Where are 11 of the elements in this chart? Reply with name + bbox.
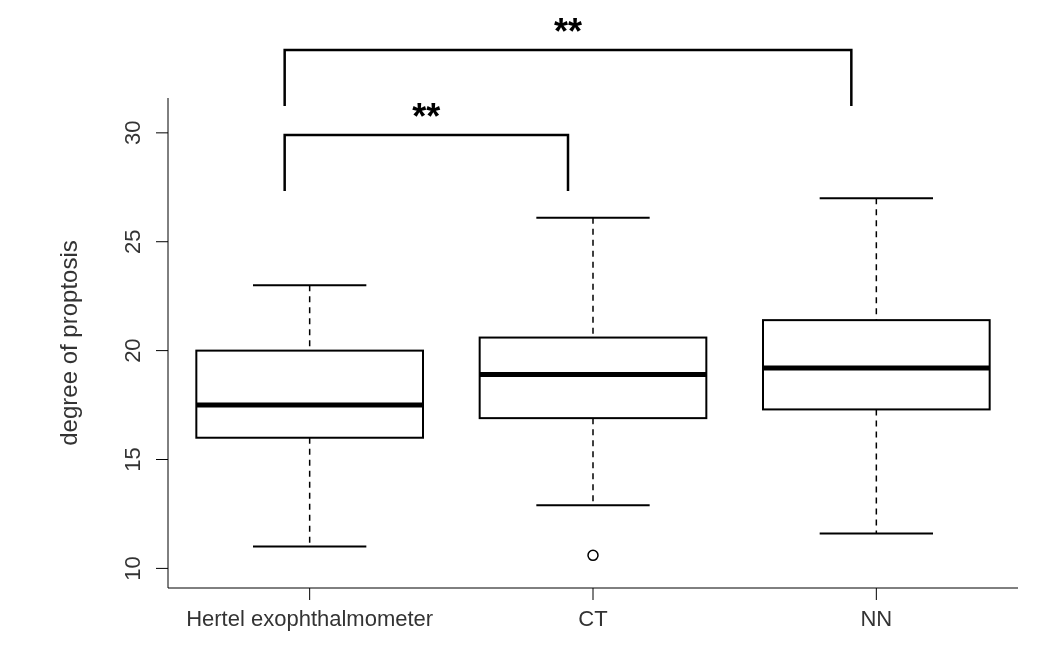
y-tick-label: 25: [120, 229, 145, 254]
y-tick-label: 20: [120, 338, 145, 363]
y-axis-title: degree of proptosis: [54, 240, 82, 446]
y-tick-label: 15: [120, 447, 145, 472]
y-tick-label: 30: [120, 120, 145, 146]
x-tick-label: Hertel exophthalmometer: [186, 605, 434, 631]
x-tick-label: NN: [860, 605, 893, 631]
x-tick-label: CT: [578, 605, 608, 631]
annotation: **: [412, 96, 441, 137]
text: **: [553, 11, 583, 52]
y-tick-label: 10: [120, 556, 145, 581]
